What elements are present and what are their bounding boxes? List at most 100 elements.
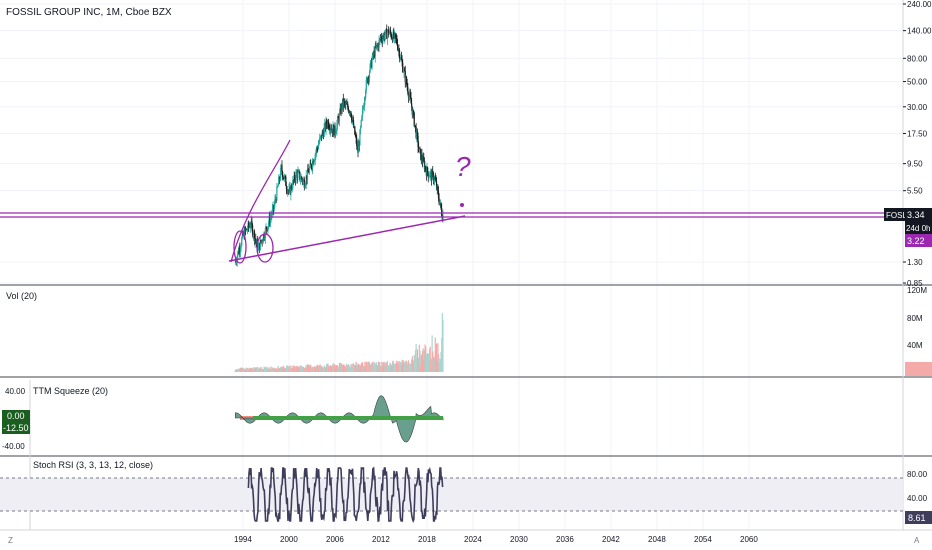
volume-bar bbox=[402, 360, 404, 372]
time-tick: 2024 bbox=[464, 535, 482, 544]
volume-bar bbox=[314, 366, 316, 372]
volume-bar bbox=[301, 366, 303, 372]
price-tick: 9.50 bbox=[907, 160, 923, 169]
volume-bar bbox=[301, 367, 304, 372]
candle-body bbox=[436, 186, 438, 189]
volume-bar bbox=[361, 362, 363, 372]
volume-bar bbox=[434, 337, 436, 372]
candle-body bbox=[309, 163, 311, 169]
volume-bar bbox=[418, 357, 420, 372]
candle-body bbox=[352, 120, 355, 128]
volume-bar bbox=[410, 364, 412, 372]
candle-body bbox=[368, 76, 370, 79]
volume-bar bbox=[278, 367, 280, 372]
candle-body bbox=[441, 215, 443, 221]
volume-bar bbox=[321, 366, 323, 372]
volume-bar bbox=[266, 367, 268, 372]
candle-body bbox=[438, 198, 440, 205]
candle-body bbox=[318, 142, 320, 145]
candle-body bbox=[417, 136, 419, 147]
candle-body bbox=[289, 186, 291, 189]
candle-body bbox=[289, 186, 291, 195]
candle-body bbox=[247, 222, 249, 230]
candle-body bbox=[434, 176, 436, 181]
volume-pane[interactable]: Vol (20) bbox=[6, 291, 932, 376]
volume-bar bbox=[375, 363, 377, 372]
volume-bar bbox=[271, 368, 273, 372]
volume-bar bbox=[295, 367, 297, 372]
question-dot bbox=[460, 203, 464, 207]
volume-bar bbox=[420, 365, 422, 372]
volume-bar bbox=[315, 365, 318, 372]
candle-body bbox=[432, 172, 434, 182]
volume-bar bbox=[251, 368, 254, 372]
volume-bar bbox=[358, 364, 360, 372]
volume-bar bbox=[362, 366, 364, 372]
candle-body bbox=[344, 102, 346, 105]
volume-bar bbox=[383, 361, 385, 372]
volume-bar bbox=[299, 365, 301, 372]
volume-bar bbox=[302, 366, 304, 372]
circle-annotation-1[interactable] bbox=[233, 230, 247, 264]
price-badges: FOSL 3.34 24d 0h 3.22 0.00 -12.50 8.61 bbox=[2, 208, 932, 524]
stoch-tick: 40.00 bbox=[907, 494, 928, 503]
candle-body bbox=[285, 176, 287, 186]
candle-body bbox=[241, 238, 243, 246]
volume-bar bbox=[250, 368, 252, 372]
corner-right-label[interactable]: A bbox=[914, 536, 920, 545]
stoch-pane[interactable]: Stoch RSI (3, 3, 13, 12, close) bbox=[0, 460, 903, 523]
volume-bar bbox=[427, 353, 429, 372]
candle-body bbox=[235, 261, 237, 263]
volume-bar bbox=[306, 367, 308, 372]
volume-bar bbox=[389, 362, 391, 372]
last-price-badge: 3.34 bbox=[907, 210, 925, 220]
candle-body bbox=[286, 189, 288, 193]
time-tick: 2036 bbox=[556, 535, 574, 544]
candle-body bbox=[329, 128, 332, 131]
candle-body bbox=[373, 50, 375, 55]
volume-bar bbox=[338, 362, 341, 372]
volume-bar bbox=[297, 367, 299, 372]
candle-body bbox=[439, 202, 442, 204]
volume-bar bbox=[416, 358, 418, 372]
candle-body bbox=[259, 243, 261, 250]
volume-bar bbox=[293, 365, 295, 372]
user-drawings[interactable] bbox=[0, 139, 903, 264]
candle-body bbox=[308, 171, 310, 174]
candle-body bbox=[274, 199, 276, 205]
candle-body bbox=[432, 171, 434, 173]
volume-bar bbox=[409, 363, 411, 372]
corner-left-label[interactable]: Z bbox=[8, 536, 13, 545]
candle-body bbox=[362, 108, 364, 110]
candle-body bbox=[340, 104, 342, 114]
price-pane[interactable]: FOSSIL GROUP INC, 1M, Cboe BZX ? bbox=[0, 7, 903, 267]
candle-body bbox=[430, 171, 433, 180]
volume-bar bbox=[353, 364, 355, 372]
candle-body bbox=[397, 44, 399, 50]
circle-annotation-2[interactable] bbox=[256, 233, 274, 263]
candle-body bbox=[347, 107, 350, 113]
candle-body bbox=[335, 131, 337, 134]
candle-body bbox=[409, 93, 411, 96]
volume-bar bbox=[390, 364, 392, 372]
candle-body bbox=[311, 167, 313, 169]
candle-body bbox=[381, 37, 383, 40]
volume-bar bbox=[326, 364, 328, 372]
candle-body bbox=[383, 34, 385, 40]
candle-body bbox=[298, 171, 300, 173]
volume-bar bbox=[432, 359, 434, 372]
volume-bar bbox=[337, 366, 339, 372]
volume-bar bbox=[236, 369, 238, 372]
trend-line-upper[interactable] bbox=[230, 139, 291, 263]
trend-line-bottom[interactable] bbox=[228, 215, 466, 262]
volume-bar bbox=[264, 367, 266, 372]
volume-bar bbox=[309, 365, 311, 372]
volume-bar bbox=[318, 366, 320, 372]
squeeze-pane[interactable]: TTM Squeeze (20) bbox=[33, 386, 444, 443]
candle-body bbox=[396, 37, 398, 45]
stoch-tick: 80.00 bbox=[907, 470, 928, 479]
candle-body bbox=[349, 111, 351, 113]
volume-bar bbox=[437, 354, 440, 372]
